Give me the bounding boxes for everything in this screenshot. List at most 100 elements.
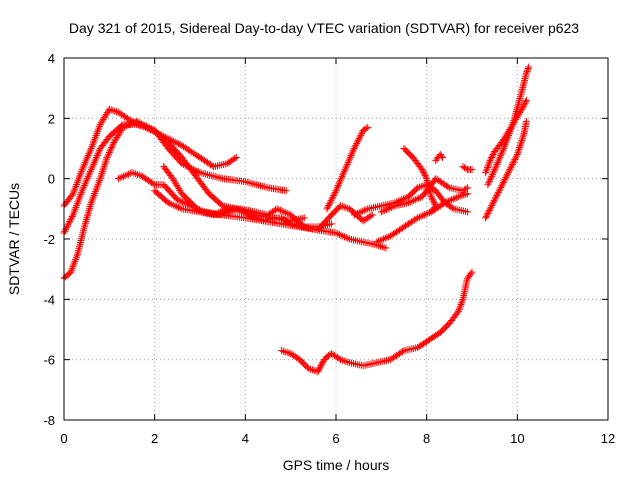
data-point — [492, 193, 500, 201]
data-point — [91, 157, 99, 165]
data-point — [468, 268, 476, 276]
data-point — [429, 196, 437, 204]
data-point — [340, 167, 348, 175]
data-point — [496, 153, 504, 161]
data-point — [217, 201, 225, 209]
data-point — [84, 210, 92, 218]
data-point — [388, 203, 396, 211]
data-point — [415, 194, 423, 202]
data-point — [221, 208, 229, 216]
data-point — [492, 162, 500, 170]
data-point — [234, 206, 242, 214]
data-point — [408, 197, 416, 205]
data-point — [103, 155, 110, 163]
data-point — [499, 146, 507, 154]
data-point — [384, 205, 392, 213]
chart-title: Day 321 of 2015, Sidereal Day-to-day VTE… — [69, 20, 579, 36]
data-point — [251, 180, 259, 188]
data-points — [60, 63, 533, 376]
data-point — [73, 252, 81, 260]
data-point — [334, 181, 342, 189]
data-point — [337, 174, 345, 182]
data-point — [453, 194, 461, 202]
data-point — [510, 157, 518, 165]
series-track-j — [400, 145, 440, 216]
data-point — [106, 147, 114, 155]
data-point — [497, 183, 505, 191]
data-point — [114, 175, 122, 183]
data-point — [215, 174, 223, 182]
data-point — [489, 198, 497, 206]
data-point — [258, 182, 266, 190]
data-point — [80, 181, 88, 189]
data-point — [72, 254, 80, 262]
data-point — [80, 162, 88, 170]
data-point — [133, 117, 141, 125]
data-point — [383, 233, 391, 241]
data-point — [108, 142, 116, 150]
data-point — [491, 195, 499, 203]
data-point — [81, 221, 89, 229]
data-point — [85, 206, 93, 214]
data-point — [84, 152, 92, 160]
data-point — [485, 160, 493, 168]
data-point — [380, 243, 388, 251]
data-point — [82, 216, 90, 224]
data-point — [485, 177, 493, 185]
data-point — [487, 174, 495, 182]
data-point — [105, 105, 113, 113]
data-point — [357, 131, 365, 139]
data-point — [493, 192, 501, 200]
data-point — [232, 154, 240, 162]
data-point — [516, 93, 524, 101]
data-point — [259, 217, 267, 225]
data-point — [519, 133, 527, 141]
data-point — [223, 208, 231, 216]
data-point — [261, 216, 269, 224]
x-tick-label: 0 — [60, 431, 67, 446]
data-point — [490, 197, 498, 205]
data-point — [326, 198, 334, 206]
data-point — [420, 170, 428, 178]
data-point — [523, 68, 531, 76]
data-point — [101, 159, 109, 167]
data-point — [99, 166, 107, 174]
data-point — [128, 169, 136, 177]
data-point — [149, 180, 157, 188]
data-point — [147, 125, 155, 133]
data-point — [279, 347, 287, 355]
data-point — [139, 121, 147, 129]
data-point — [488, 202, 496, 210]
data-point — [324, 203, 332, 211]
data-point — [508, 160, 516, 168]
data-point — [489, 151, 497, 159]
data-point — [340, 203, 348, 211]
data-point — [62, 226, 70, 234]
data-point — [494, 157, 502, 165]
data-point — [276, 206, 284, 214]
data-point — [346, 153, 354, 161]
data-point — [85, 150, 93, 158]
data-point — [486, 176, 494, 184]
data-point — [81, 180, 89, 188]
data-point — [330, 190, 338, 198]
data-point — [337, 176, 345, 184]
data-point — [249, 212, 257, 220]
data-point — [108, 143, 116, 151]
data-point — [305, 365, 313, 373]
data-point — [78, 166, 86, 174]
data-point — [86, 146, 94, 154]
data-point — [521, 99, 529, 107]
data-point — [87, 166, 95, 174]
data-point — [522, 117, 530, 125]
data-point — [517, 107, 525, 115]
data-point — [85, 171, 93, 179]
data-point — [337, 202, 345, 210]
data-point — [90, 159, 98, 167]
series-track-a — [60, 105, 240, 210]
data-point — [175, 140, 183, 148]
data-point — [483, 165, 491, 173]
data-point — [214, 211, 222, 219]
data-point — [339, 232, 347, 240]
data-point — [83, 153, 91, 161]
